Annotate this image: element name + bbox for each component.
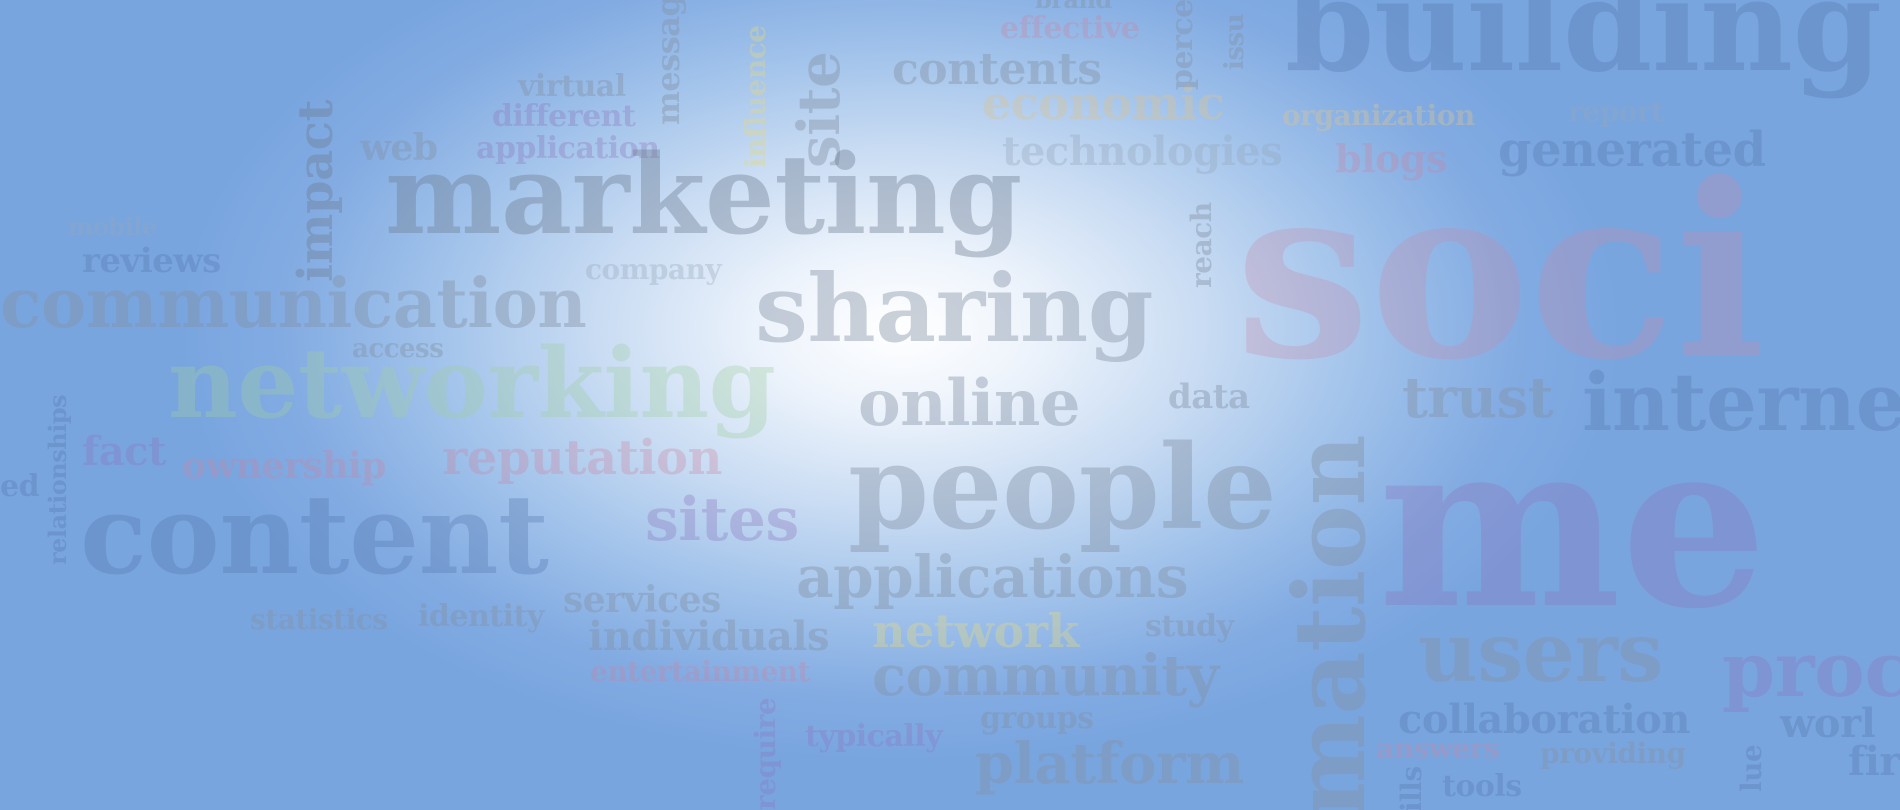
word-virtual: virtual — [518, 69, 626, 104]
word-lue: lue — [1735, 744, 1768, 792]
word-sharing: sharing — [755, 254, 1153, 364]
word-economic: economic — [982, 76, 1225, 130]
word-statistics: statistics — [250, 603, 388, 636]
word-proc: proc — [1722, 625, 1900, 714]
word-entertainment: entertainment — [590, 655, 810, 688]
word-organization: organization — [1282, 99, 1475, 132]
word-marketing: marketing — [385, 130, 1022, 259]
word-applications: applications — [796, 543, 1189, 611]
word-technologies: technologies — [1002, 128, 1283, 175]
word-reviews: reviews — [82, 241, 221, 281]
word-answers: answers — [1376, 732, 1500, 765]
word-web: web — [360, 127, 438, 169]
word-generated: generated — [1498, 122, 1766, 178]
word-sites: sites — [645, 485, 799, 555]
word-perce: perce — [1165, 0, 1200, 90]
word-relationships: relationships — [43, 394, 72, 565]
word-fir: fir — [1848, 738, 1900, 785]
word-users: users — [1418, 605, 1663, 701]
word-community: community — [872, 643, 1219, 709]
word-access: access — [352, 334, 444, 364]
word-reach: reach — [1185, 202, 1218, 288]
word-impact: impact — [288, 99, 344, 282]
word-interne: interne — [1582, 355, 1900, 449]
word-content: content — [80, 470, 549, 599]
word-contents: contents — [892, 44, 1102, 95]
word-building: building — [1285, 0, 1882, 101]
word-different: different — [492, 99, 636, 134]
word-effective: effective — [1000, 11, 1140, 46]
word-mobile: mobile — [68, 212, 157, 241]
word-issu: issu — [1220, 13, 1250, 70]
word-ills: ills — [1395, 766, 1428, 810]
word-ed: ed — [0, 469, 40, 504]
word-mation: mation — [1273, 434, 1388, 810]
word-online: online — [858, 366, 1081, 441]
word-report: report — [1568, 95, 1664, 128]
word-me: me — [1378, 390, 1767, 660]
word-platform: platform — [975, 731, 1244, 797]
word-worl: worl — [1780, 700, 1876, 747]
word-individuals: individuals — [588, 613, 830, 660]
word-people: people — [848, 420, 1277, 556]
word-identity: identity — [418, 599, 544, 634]
word-tools: tools — [1442, 769, 1522, 804]
word-soci: soci — [1235, 131, 1766, 413]
word-study: study — [1145, 609, 1234, 644]
word-network: network — [872, 604, 1079, 658]
word-data: data — [1168, 377, 1250, 417]
word-communication: communication — [0, 264, 587, 344]
word-reputation: reputation — [442, 430, 722, 486]
word-networking: networking — [168, 327, 776, 440]
word-require: require — [749, 697, 782, 810]
word-ownership: ownership — [182, 445, 386, 487]
word-services: services — [563, 579, 721, 621]
word-message: message — [649, 0, 687, 125]
word-groups: groups — [980, 701, 1094, 736]
word-blogs: blogs — [1335, 136, 1447, 181]
word-trust: trust — [1402, 365, 1553, 431]
word-providing: providing — [1540, 737, 1686, 770]
word-company: company — [585, 253, 722, 286]
word-application: application — [476, 131, 660, 166]
word-fact: fact — [82, 428, 166, 475]
word-collaboration: collaboration — [1398, 696, 1690, 743]
word-brand: brand — [1035, 0, 1112, 12]
word-typically: typically — [805, 719, 943, 754]
